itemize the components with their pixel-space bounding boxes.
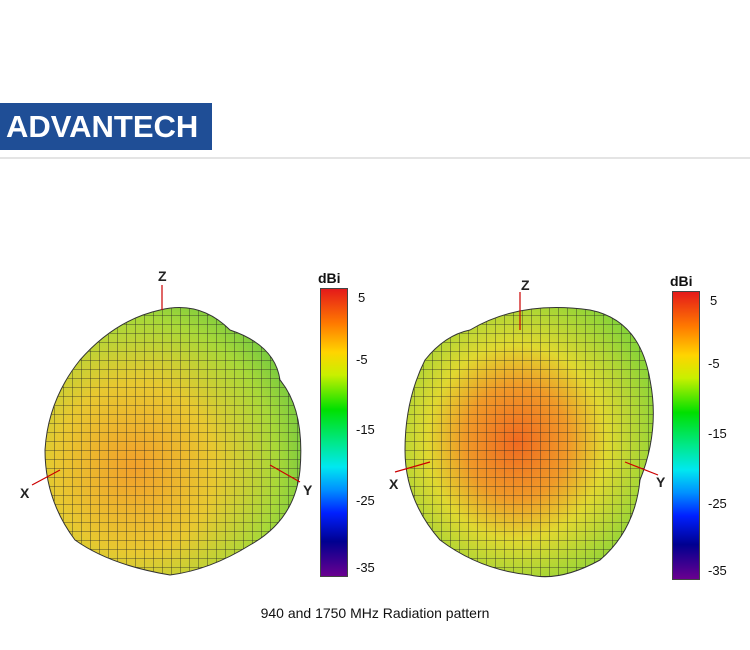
colorbar-tick: -25	[708, 496, 727, 511]
colorbar-tick: -25	[356, 493, 375, 508]
colorbar-tick: -5	[708, 356, 720, 371]
pattern-1750mhz	[394, 292, 659, 578]
colorbar-tick: -35	[708, 563, 727, 578]
figure-caption: 940 and 1750 MHz Radiation pattern	[260, 605, 490, 621]
advantech-logo: ADVANTECH	[0, 103, 212, 150]
colorbar-unit: dBi	[318, 270, 341, 286]
z-axis-label: Z	[158, 268, 167, 284]
colorbar-tick: 5	[710, 293, 718, 308]
colorbar-tick: 5	[358, 290, 366, 305]
y-axis-label: Y	[303, 482, 313, 498]
colorbar-tick: -15	[708, 426, 727, 441]
colorbar	[320, 288, 348, 577]
y-axis-label: Y	[656, 474, 666, 490]
z-axis-label: Z	[521, 277, 530, 293]
colorbar-tick: -5	[356, 352, 368, 367]
x-axis-label: X	[20, 485, 30, 501]
x-axis-label: X	[389, 476, 399, 492]
header-divider	[0, 157, 750, 159]
pattern-940mhz	[31, 285, 302, 576]
colorbar-tick: -15	[356, 422, 375, 437]
colorbar	[672, 291, 700, 580]
colorbar-tick: -35	[356, 560, 375, 575]
colorbar-unit: dBi	[670, 273, 693, 289]
